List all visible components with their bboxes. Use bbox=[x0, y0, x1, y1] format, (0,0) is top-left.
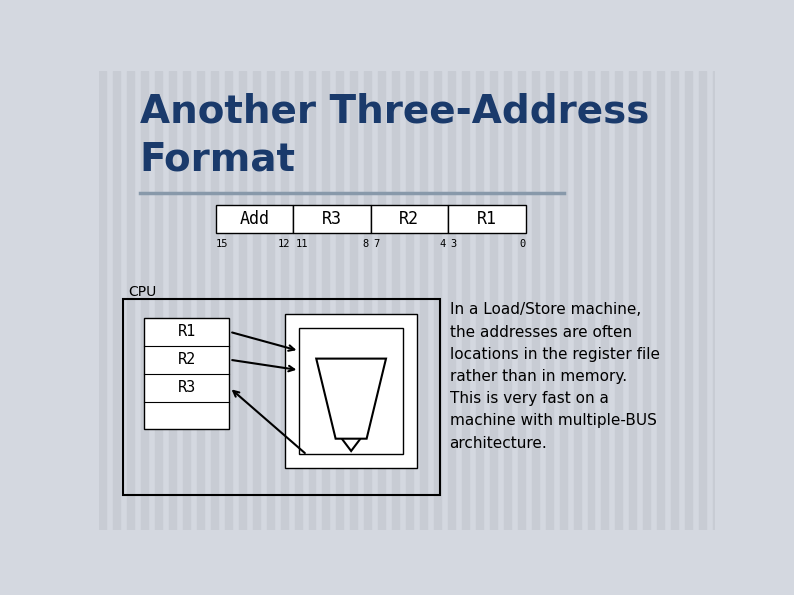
Text: 7: 7 bbox=[373, 239, 379, 249]
Bar bbox=[295, 71, 302, 530]
Bar bbox=[392, 71, 399, 530]
Bar bbox=[657, 71, 665, 530]
Bar bbox=[615, 71, 622, 530]
Bar bbox=[285, 314, 417, 468]
Bar bbox=[630, 71, 636, 530]
Bar bbox=[462, 71, 469, 530]
Bar bbox=[293, 205, 371, 233]
Bar bbox=[560, 71, 567, 530]
Bar bbox=[309, 71, 315, 530]
Bar bbox=[183, 71, 190, 530]
Bar bbox=[504, 71, 511, 530]
Bar bbox=[434, 71, 441, 530]
Bar bbox=[518, 71, 525, 530]
Text: 0: 0 bbox=[519, 239, 526, 249]
Polygon shape bbox=[316, 359, 386, 439]
Text: 4: 4 bbox=[439, 239, 445, 249]
Bar bbox=[127, 71, 134, 530]
Text: 11: 11 bbox=[295, 239, 308, 249]
Text: Add: Add bbox=[239, 210, 269, 228]
Text: 15: 15 bbox=[215, 239, 228, 249]
Bar bbox=[322, 71, 330, 530]
Bar bbox=[280, 71, 287, 530]
Text: 3: 3 bbox=[450, 239, 457, 249]
Bar bbox=[239, 71, 245, 530]
Bar bbox=[699, 71, 706, 530]
Bar bbox=[643, 71, 650, 530]
Bar bbox=[155, 71, 162, 530]
Bar bbox=[476, 71, 483, 530]
Bar bbox=[225, 71, 232, 530]
Bar bbox=[337, 71, 343, 530]
Bar bbox=[114, 71, 120, 530]
Bar bbox=[573, 71, 580, 530]
Bar bbox=[215, 205, 293, 233]
Bar bbox=[420, 71, 427, 530]
Text: R1: R1 bbox=[476, 210, 497, 228]
Text: Another Three-Address: Another Three-Address bbox=[140, 93, 649, 131]
Text: R3: R3 bbox=[322, 210, 341, 228]
Text: Format: Format bbox=[140, 140, 295, 178]
Bar bbox=[371, 205, 448, 233]
Bar bbox=[671, 71, 678, 530]
Bar bbox=[122, 299, 440, 495]
Bar bbox=[545, 71, 553, 530]
Bar bbox=[407, 71, 413, 530]
Bar bbox=[685, 71, 692, 530]
Bar bbox=[145, 318, 229, 430]
Text: In a Load/Store machine,
the addresses are often
locations in the register file
: In a Load/Store machine, the addresses a… bbox=[449, 302, 660, 450]
Bar bbox=[211, 71, 218, 530]
Bar bbox=[448, 71, 455, 530]
Bar bbox=[364, 71, 372, 530]
Bar bbox=[299, 328, 403, 454]
Bar bbox=[588, 71, 595, 530]
Bar bbox=[378, 71, 385, 530]
Bar bbox=[99, 71, 106, 530]
Bar bbox=[490, 71, 497, 530]
Bar bbox=[197, 71, 204, 530]
Text: R1: R1 bbox=[178, 324, 196, 339]
Bar bbox=[448, 205, 526, 233]
Text: R2: R2 bbox=[178, 352, 196, 367]
Bar bbox=[141, 71, 148, 530]
Text: R2: R2 bbox=[399, 210, 419, 228]
Text: R3: R3 bbox=[178, 380, 196, 395]
Bar bbox=[532, 71, 538, 530]
Text: 8: 8 bbox=[362, 239, 368, 249]
Bar bbox=[713, 71, 720, 530]
Text: CPU: CPU bbox=[129, 286, 157, 299]
Bar bbox=[252, 71, 260, 530]
Text: 12: 12 bbox=[278, 239, 291, 249]
Bar bbox=[267, 71, 274, 530]
Bar bbox=[601, 71, 608, 530]
Bar bbox=[350, 71, 357, 530]
Bar bbox=[169, 71, 176, 530]
